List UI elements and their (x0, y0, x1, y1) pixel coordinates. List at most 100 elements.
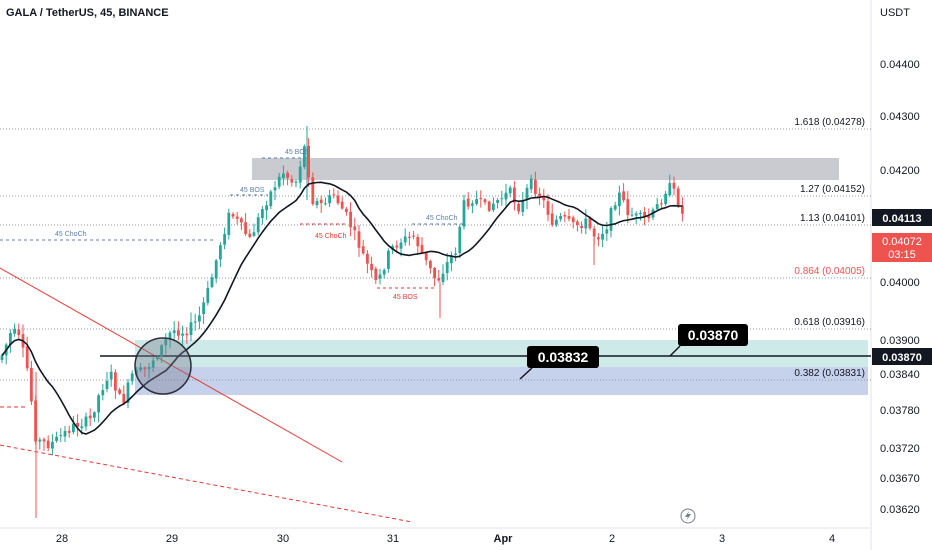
candle (441, 264, 445, 286)
callout-03870[interactable]: 0.03870 (669, 324, 748, 357)
candle (529, 174, 533, 194)
callout-03832[interactable]: 0.03832 (519, 346, 599, 380)
candle (361, 239, 365, 255)
currency-label: USDT (880, 7, 910, 19)
candle (122, 385, 126, 406)
candle (412, 230, 415, 240)
badge-current-ma: 0.04113 (872, 209, 932, 226)
time-tick-label: Apr (494, 533, 514, 545)
candle (336, 190, 340, 206)
badge-ma-value: 0.04113 (882, 213, 921, 225)
candle (622, 183, 625, 203)
candle (639, 210, 642, 221)
candle (496, 198, 499, 209)
badge-countdown: 03:15 (888, 249, 916, 261)
callout-label-03870: 0.03870 (688, 327, 739, 343)
time-axis-ticks: 28 29 30 31 Apr 2 3 4 (56, 533, 835, 545)
candle (303, 144, 306, 170)
candle (332, 188, 336, 199)
time-tick-label: 2 (609, 533, 615, 545)
candle (46, 435, 50, 452)
candle (63, 425, 67, 442)
fib-level-label: 1.13 (0.04101) (800, 213, 865, 224)
candle (55, 431, 58, 443)
candle (471, 200, 474, 214)
badge-last-price: 0.04072 03:15 (872, 233, 932, 262)
candle (345, 207, 348, 216)
candle (424, 251, 428, 266)
candle (370, 256, 373, 278)
bos-label-red: 45 BOS (393, 294, 418, 301)
candle (256, 213, 260, 236)
candle (177, 321, 180, 341)
candle (521, 191, 525, 217)
candle (584, 209, 588, 235)
candle (563, 211, 567, 222)
candle (181, 325, 184, 345)
callout-label-03832: 0.03832 (538, 349, 589, 365)
candle (454, 247, 457, 262)
candle (660, 199, 663, 209)
choch-label-right: 45 ChoCh (426, 215, 458, 222)
price-tick-label: 0.03670 (880, 473, 920, 485)
candle (450, 251, 453, 272)
candle (492, 197, 495, 213)
time-tick-label: 31 (387, 533, 399, 545)
candle (59, 427, 63, 443)
candle (206, 280, 210, 306)
price-tick-label: 0.04000 (880, 277, 920, 289)
candle (466, 192, 470, 210)
symbol-title[interactable]: GALA / TetherUS, 45, BINANCE (6, 7, 169, 19)
fib-level-label: 0.382 (0.03831) (794, 368, 865, 379)
candle (462, 194, 466, 230)
candle (147, 363, 151, 379)
candle (269, 189, 273, 210)
highlight-circle (134, 337, 192, 395)
candle (172, 321, 176, 341)
candle (420, 237, 424, 255)
price-axis-ticks: 0.04400 0.04300 0.04200 0.04000 0.03900 0.038… (880, 59, 920, 516)
candle (353, 217, 357, 241)
candle (559, 212, 562, 222)
candle (219, 242, 222, 268)
candle (67, 425, 71, 438)
candle (378, 269, 382, 285)
candle (298, 160, 302, 189)
fib-level-label: 0.864 (0.04005) (794, 266, 865, 277)
candle (214, 259, 218, 284)
candle (252, 223, 256, 238)
candle (319, 195, 323, 213)
candle (349, 202, 352, 237)
candle (139, 362, 142, 373)
candle (546, 194, 550, 222)
candle (374, 266, 378, 284)
candle (437, 270, 441, 283)
plot-background (0, 0, 870, 528)
support-zone-teal (135, 340, 868, 367)
candle (25, 336, 29, 371)
candle (513, 181, 516, 211)
fib-labels: 1.618 (0.04278) 1.27 (0.04152) 1.13 (0.041… (794, 117, 865, 379)
price-tick-label: 0.03900 (880, 335, 920, 347)
bos-label-top: 45 BOS (285, 149, 310, 156)
candle (534, 171, 537, 197)
candle (487, 200, 491, 213)
candle (151, 357, 155, 372)
candle (408, 231, 411, 246)
candle (231, 212, 235, 220)
candle (601, 224, 604, 248)
candle (315, 197, 319, 209)
price-tick-label: 0.03620 (880, 504, 920, 516)
candle (202, 297, 205, 324)
candle (282, 165, 285, 186)
time-tick-label: 4 (829, 533, 835, 545)
moving-average-line (1, 181, 683, 435)
badge-level-value: 0.03870 (882, 352, 922, 364)
candle (479, 190, 483, 208)
candle (227, 208, 231, 240)
candle (597, 233, 600, 247)
candle (114, 369, 117, 400)
candle (403, 228, 407, 246)
lightning-icon[interactable] (680, 508, 696, 524)
